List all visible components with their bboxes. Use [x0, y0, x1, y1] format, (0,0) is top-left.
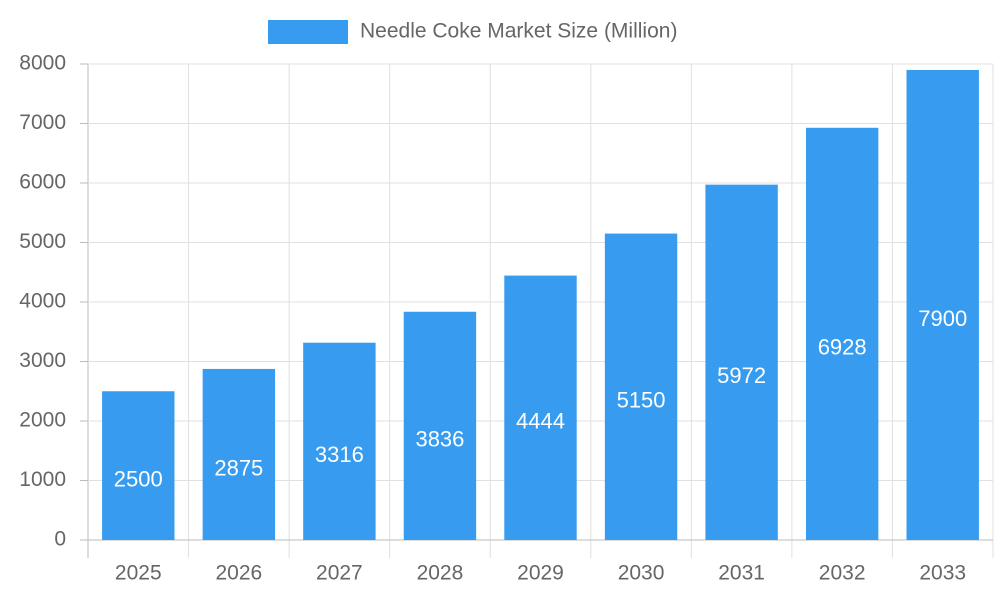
data-label: 4444 — [516, 409, 565, 434]
x-tick-label: 2033 — [919, 562, 966, 585]
x-tick-label: 2029 — [517, 562, 564, 585]
y-tick-label: 6000 — [19, 171, 66, 194]
legend-label: Needle Coke Market Size (Million) — [360, 20, 677, 43]
data-label: 3836 — [415, 427, 464, 452]
bar — [102, 391, 175, 540]
data-label: 5972 — [717, 363, 766, 388]
y-tick-label: 4000 — [19, 290, 66, 313]
y-tick-label: 0 — [54, 528, 66, 551]
bar — [705, 184, 778, 540]
y-tick-label: 5000 — [19, 230, 66, 253]
bar — [906, 69, 979, 540]
legend-swatch — [268, 20, 348, 44]
x-tick-label: 2032 — [819, 562, 866, 585]
x-tick-label: 2027 — [316, 562, 363, 585]
y-tick-label: 7000 — [19, 111, 66, 134]
x-tick-label: 2025 — [115, 562, 162, 585]
x-tick-label: 2028 — [417, 562, 464, 585]
data-label: 2875 — [214, 455, 263, 480]
x-tick-label: 2030 — [618, 562, 665, 585]
bar — [805, 127, 879, 540]
y-tick-label: 1000 — [19, 468, 66, 491]
x-tick-label: 2031 — [718, 562, 765, 585]
y-tick-label: 8000 — [19, 52, 66, 75]
data-label: 3316 — [315, 442, 364, 467]
data-label: 6928 — [818, 335, 867, 360]
bar — [403, 311, 477, 540]
bar — [303, 342, 376, 540]
data-label: 7900 — [918, 306, 967, 331]
data-label: 2500 — [114, 466, 163, 491]
y-tick-label: 3000 — [19, 349, 66, 372]
bar — [202, 368, 276, 540]
data-label: 5150 — [617, 388, 666, 413]
bar — [504, 275, 577, 540]
y-tick-label: 2000 — [19, 409, 66, 432]
bar — [604, 233, 678, 540]
x-tick-label: 2026 — [215, 562, 262, 585]
